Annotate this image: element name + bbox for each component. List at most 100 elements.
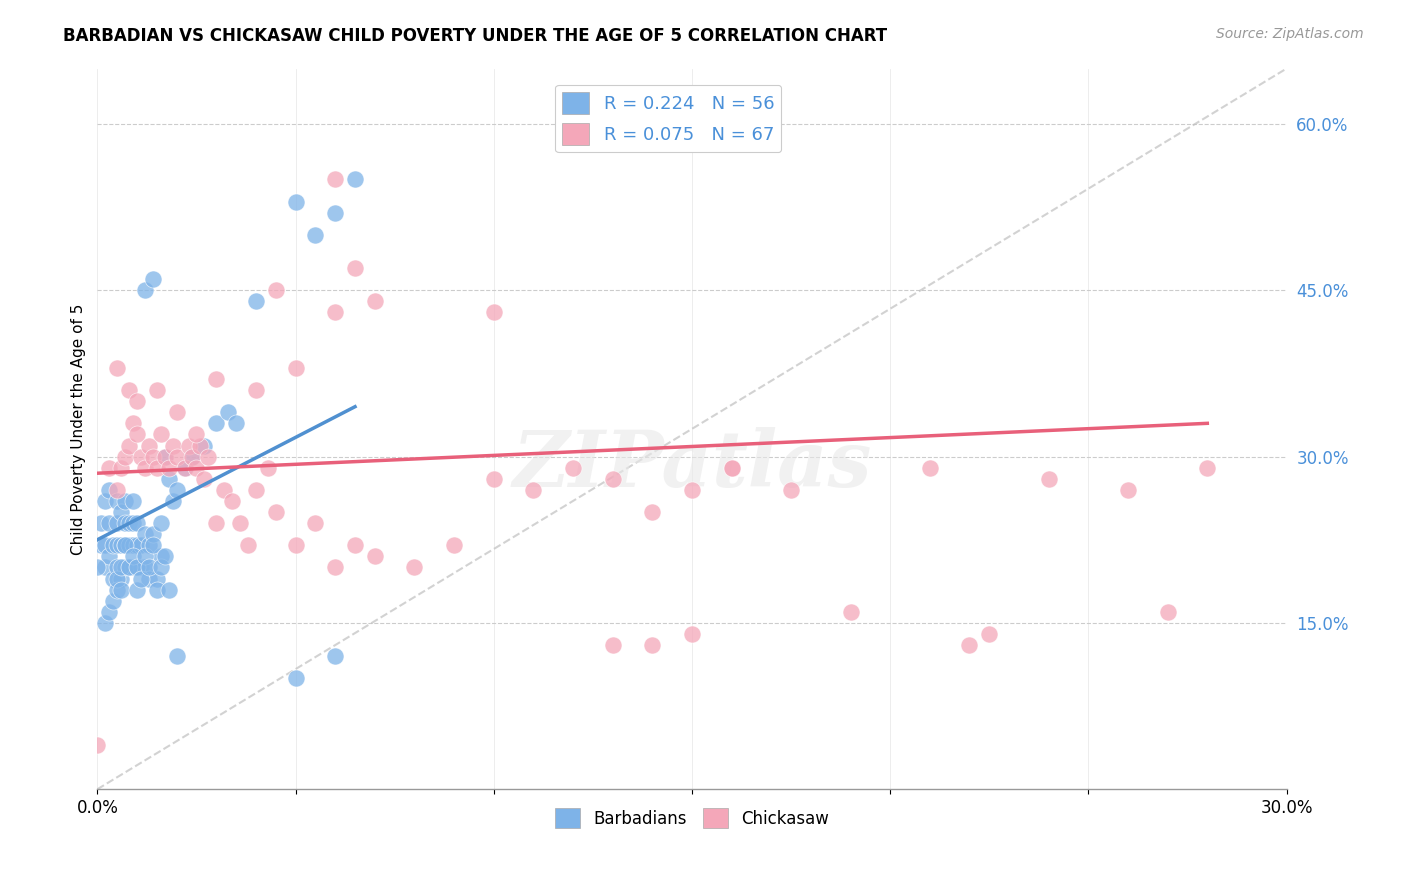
Point — [138, 438, 160, 452]
Point — [146, 572, 169, 586]
Point — [221, 494, 243, 508]
Point — [138, 560, 160, 574]
Point — [125, 582, 148, 597]
Point — [236, 538, 259, 552]
Point — [225, 417, 247, 431]
Point — [173, 460, 195, 475]
Point — [323, 305, 346, 319]
Point — [284, 538, 307, 552]
Point — [157, 582, 180, 597]
Point — [98, 605, 121, 619]
Point — [122, 417, 145, 431]
Point — [114, 516, 136, 530]
Point — [1197, 460, 1219, 475]
Point — [839, 605, 862, 619]
Point — [780, 483, 803, 497]
Point — [264, 283, 287, 297]
Point — [146, 383, 169, 397]
Text: ZIPatlas: ZIPatlas — [512, 426, 872, 503]
Point — [98, 549, 121, 564]
Point — [197, 450, 219, 464]
Point — [94, 494, 117, 508]
Point — [959, 638, 981, 652]
Point — [720, 460, 742, 475]
Point — [245, 383, 267, 397]
Point — [142, 272, 165, 286]
Point — [110, 572, 132, 586]
Point — [125, 516, 148, 530]
Point — [979, 627, 1001, 641]
Point — [205, 372, 228, 386]
Point — [245, 483, 267, 497]
Point — [90, 516, 112, 530]
Point — [129, 450, 152, 464]
Point — [641, 638, 664, 652]
Point — [256, 460, 278, 475]
Point — [98, 460, 121, 475]
Point — [344, 538, 367, 552]
Point — [122, 494, 145, 508]
Point — [110, 560, 132, 574]
Point — [181, 450, 204, 464]
Point — [323, 649, 346, 664]
Point — [641, 505, 664, 519]
Point — [344, 261, 367, 276]
Point — [157, 472, 180, 486]
Point — [482, 305, 505, 319]
Point — [323, 205, 346, 219]
Point — [103, 538, 125, 552]
Point — [153, 450, 176, 464]
Point — [122, 516, 145, 530]
Point — [105, 572, 128, 586]
Point — [114, 538, 136, 552]
Point — [114, 560, 136, 574]
Point — [134, 283, 156, 297]
Point — [118, 538, 141, 552]
Point — [118, 438, 141, 452]
Point — [134, 527, 156, 541]
Point — [186, 460, 208, 475]
Point — [149, 560, 172, 574]
Point — [125, 538, 148, 552]
Point — [562, 460, 585, 475]
Point — [125, 427, 148, 442]
Point — [138, 572, 160, 586]
Point — [1038, 472, 1060, 486]
Point — [94, 538, 117, 552]
Point — [134, 549, 156, 564]
Point — [217, 405, 239, 419]
Point — [129, 538, 152, 552]
Point — [118, 516, 141, 530]
Point — [166, 483, 188, 497]
Point — [304, 227, 326, 242]
Point — [1116, 483, 1139, 497]
Point — [177, 438, 200, 452]
Point — [103, 593, 125, 607]
Point — [304, 516, 326, 530]
Point — [105, 560, 128, 574]
Point — [157, 460, 180, 475]
Point — [146, 582, 169, 597]
Point — [404, 560, 426, 574]
Point — [110, 582, 132, 597]
Point — [602, 472, 624, 486]
Point — [134, 460, 156, 475]
Point — [86, 738, 108, 752]
Point — [153, 549, 176, 564]
Point — [114, 538, 136, 552]
Point — [193, 438, 215, 452]
Point — [284, 194, 307, 209]
Point — [110, 505, 132, 519]
Point — [118, 560, 141, 574]
Point — [443, 538, 465, 552]
Y-axis label: Child Poverty Under the Age of 5: Child Poverty Under the Age of 5 — [72, 303, 86, 555]
Point — [681, 627, 703, 641]
Point — [186, 427, 208, 442]
Point — [129, 560, 152, 574]
Point — [125, 560, 148, 574]
Point — [122, 538, 145, 552]
Point — [364, 549, 387, 564]
Point — [122, 549, 145, 564]
Point — [153, 450, 176, 464]
Point — [105, 483, 128, 497]
